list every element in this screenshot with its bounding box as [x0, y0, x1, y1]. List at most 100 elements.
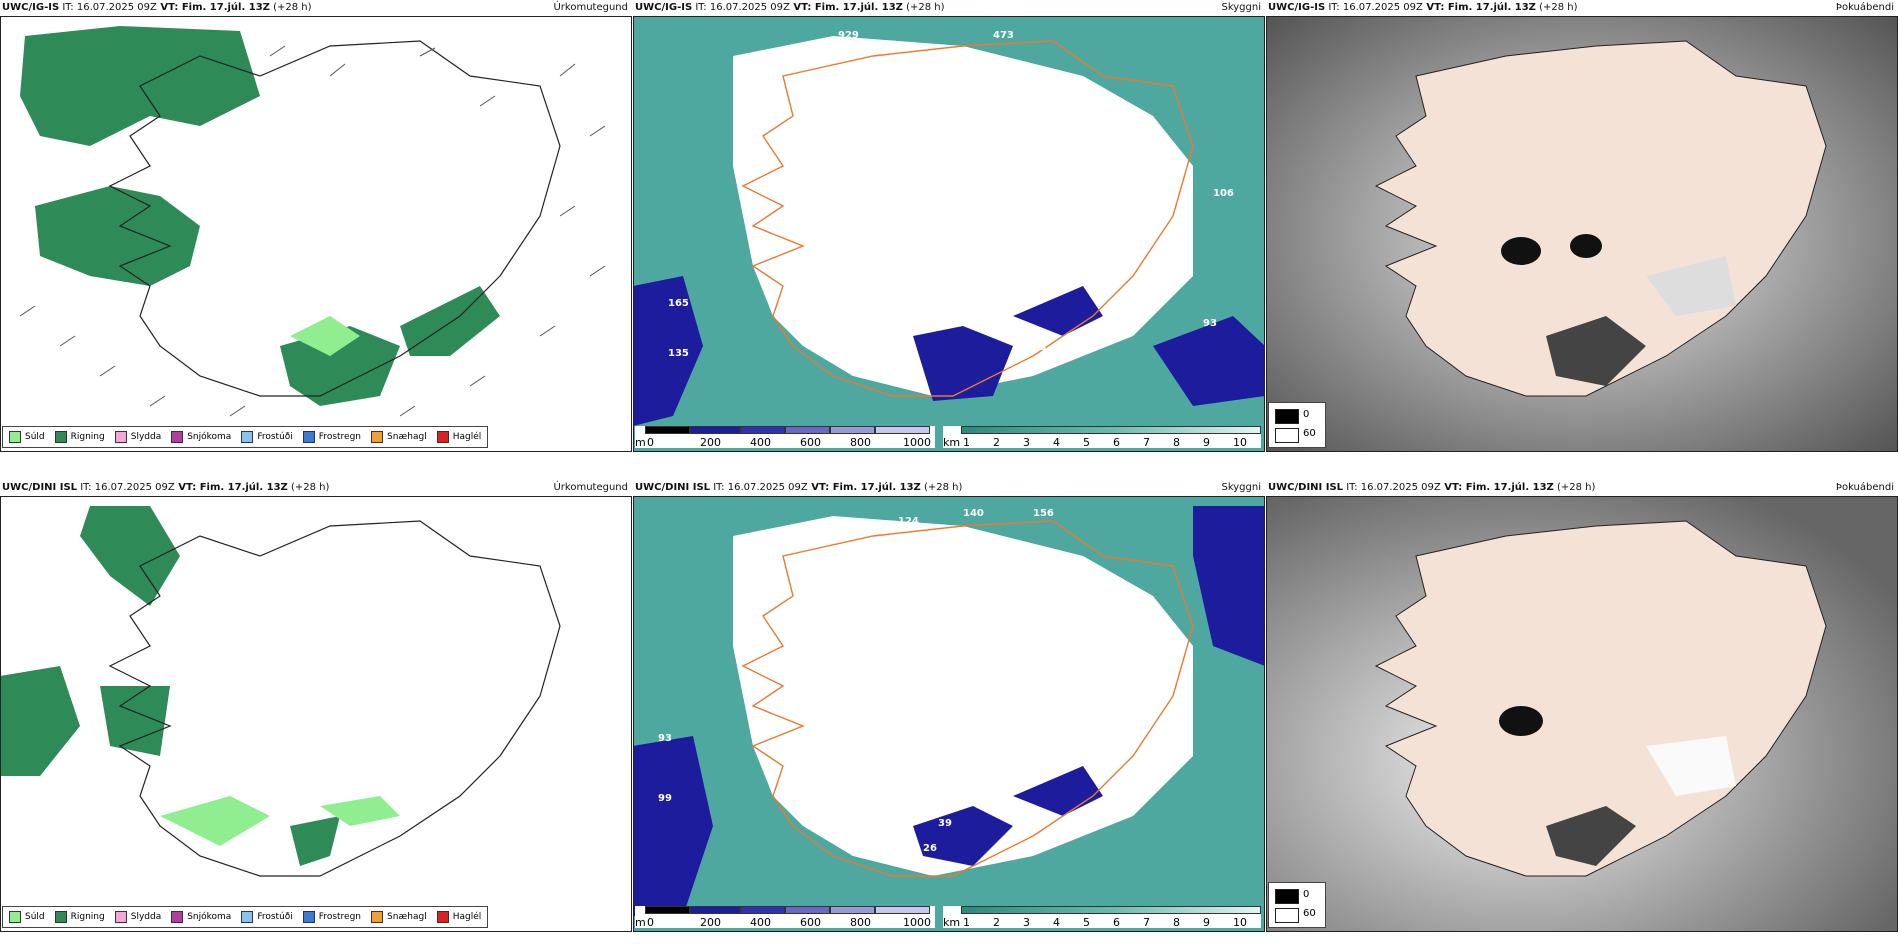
- drizzle-area: [320, 796, 400, 826]
- rain-area: [290, 816, 340, 866]
- model-name: UWC/IG-IS: [635, 2, 693, 13]
- drizzle-area: [290, 316, 360, 356]
- drizzle-area: [160, 796, 270, 846]
- svg-text:165: 165: [668, 298, 689, 309]
- road-network: [741, 520, 1194, 877]
- ceiling-colorbar: m 0 200 400 600 800 1000: [635, 426, 935, 449]
- lead-time: (+28 h): [902, 2, 945, 13]
- low-ceiling-area: [913, 806, 1013, 866]
- low-ceiling-area: [913, 326, 1013, 401]
- fog-index-panel-top: UWC/IG-IS IT: 16.07.2025 09Z VT: Fim. 17…: [1266, 0, 1898, 452]
- rain-area: [400, 286, 500, 356]
- init-time: IT: 16.07.2025 09Z: [692, 2, 790, 13]
- visibility-map: 929 473 34 165 135 106 93: [633, 16, 1265, 452]
- panel-title: Þokuábendi: [1835, 2, 1894, 13]
- svg-text:39: 39: [938, 818, 952, 829]
- fog-index-map: [1266, 16, 1898, 452]
- panel-frame: [0, 496, 632, 932]
- rain-area: [35, 186, 200, 286]
- svg-text:140: 140: [963, 508, 984, 519]
- precip-type-panel-bottom: UWC/DINI ISL IT: 16.07.2025 09Z VT: Fim.…: [0, 480, 632, 932]
- rain-area: [0, 666, 80, 776]
- svg-text:26: 26: [923, 843, 937, 854]
- valid-time: VT: Fim. 17.júl. 13Z: [1440, 482, 1554, 493]
- ceiling-colorbar: m 0 200 400 600 800 1000: [635, 906, 935, 929]
- fog-area: [1501, 237, 1541, 265]
- model-name: UWC/DINI ISL: [635, 482, 711, 493]
- svg-text:473: 473: [993, 30, 1014, 41]
- precip-legend: Súld Rigning Slydda Snjókoma Frostúði Fr…: [2, 426, 489, 448]
- legend-item: Snæhagl: [371, 431, 427, 443]
- svg-text:106: 106: [1213, 188, 1234, 199]
- panel-header: UWC/IG-IS IT: 16.07.2025 09Z VT: Fim. 17…: [1268, 2, 1578, 13]
- iceland-outline: [108, 520, 561, 877]
- ceiling-values: 929 473 34 165 135 106 93: [668, 30, 1234, 359]
- precip-type-map: [0, 496, 632, 932]
- visibility-colorbar: km 1 2 3 4 5 6 7 8 9 10: [943, 906, 1261, 929]
- legend-item: Haglél: [436, 911, 481, 923]
- panel-header: UWC/IG-IS IT: 16.07.2025 09Z VT: Fim. 17…: [2, 2, 312, 13]
- legend-item: Snjókoma: [171, 911, 231, 923]
- panel-title: Þokuábendi: [1835, 482, 1894, 493]
- svg-text:93: 93: [1203, 318, 1217, 329]
- legend-item: Snjókoma: [171, 431, 231, 443]
- valid-time: VT: Fim. 17.júl. 13Z: [156, 2, 270, 13]
- panel-title: Skyggni: [1221, 2, 1261, 13]
- panel-title: Úrkomutegund: [553, 482, 628, 493]
- svg-text:929: 929: [838, 30, 859, 41]
- panel-frame: [1266, 16, 1898, 452]
- visibility-colorbar: km 1 2 3 4 5 6 7 8 9 10: [943, 426, 1261, 449]
- panel-frame: [1266, 496, 1898, 932]
- model-name: UWC/DINI ISL: [1268, 482, 1344, 493]
- valid-time: VT: Fim. 17.júl. 13Z: [789, 2, 903, 13]
- precip-type-panel-top: UWC/IG-IS IT: 16.07.2025 09Z VT: Fim. 17…: [0, 0, 632, 452]
- panel-header: UWC/DINI ISL IT: 16.07.2025 09Z VT: Fim.…: [2, 482, 329, 493]
- precip-type-map: [0, 16, 632, 452]
- panel-frame: [0, 16, 632, 452]
- legend-item: Snæhagl: [371, 911, 427, 923]
- svg-text:124: 124: [898, 516, 919, 527]
- legend-item: Rigning: [54, 911, 105, 923]
- legend-item: Frostregn: [302, 911, 361, 923]
- panel-header: UWC/DINI ISL IT: 16.07.2025 09Z VT: Fim.…: [635, 482, 962, 493]
- init-time: IT: 16.07.2025 09Z: [710, 482, 808, 493]
- visibility-panel-top: UWC/IG-IS IT: 16.07.2025 09Z VT: Fim. 17…: [633, 0, 1265, 452]
- model-name: UWC/IG-IS: [1268, 2, 1326, 13]
- init-time: IT: 16.07.2025 09Z: [59, 2, 157, 13]
- model-name: UWC/IG-IS: [2, 2, 60, 13]
- road-network: [741, 40, 1194, 397]
- fog-area: [1499, 706, 1543, 736]
- panel-header: UWC/DINI ISL IT: 16.07.2025 09Z VT: Fim.…: [1268, 482, 1595, 493]
- init-time: IT: 16.07.2025 09Z: [1325, 2, 1423, 13]
- panel-title: Úrkomutegund: [553, 2, 628, 13]
- legend-item: Súld: [9, 911, 45, 923]
- panel-frame: [633, 496, 1265, 932]
- panel-frame: [633, 16, 1265, 452]
- init-time: IT: 16.07.2025 09Z: [1343, 482, 1441, 493]
- visibility-map: 124 140 156 93 99 39 26: [633, 496, 1265, 932]
- rain-area: [100, 686, 170, 756]
- svg-text:156: 156: [1033, 508, 1054, 519]
- legend-item: Slydda: [114, 431, 161, 443]
- svg-text:135: 135: [668, 348, 689, 359]
- panel-header: UWC/IG-IS IT: 16.07.2025 09Z VT: Fim. 17…: [635, 2, 945, 13]
- svg-text:93: 93: [658, 733, 672, 744]
- low-ceiling-area: [633, 736, 713, 916]
- low-ceiling-area: [1193, 506, 1265, 666]
- svg-text:99: 99: [658, 793, 672, 804]
- svg-text:34: 34: [1033, 343, 1047, 354]
- ceiling-values: 124 140 156 93 99 39 26: [658, 508, 1054, 854]
- rain-area: [80, 506, 180, 606]
- valid-time: VT: Fim. 17.júl. 13Z: [807, 482, 921, 493]
- lead-time: (+28 h): [269, 2, 312, 13]
- valid-time: VT: Fim. 17.júl. 13Z: [174, 482, 288, 493]
- fog-area: [1546, 806, 1636, 866]
- low-ceiling-area: [1153, 316, 1265, 406]
- legend-item: Rigning: [54, 431, 105, 443]
- legend-item: Slydda: [114, 911, 161, 923]
- legend-item: Frostúði: [241, 431, 293, 443]
- fog-legend: 0 60: [1268, 882, 1326, 928]
- legend-item: Frostúði: [241, 911, 293, 923]
- fog-area: [1570, 234, 1602, 258]
- fog-index-panel-bottom: UWC/DINI ISL IT: 16.07.2025 09Z VT: Fim.…: [1266, 480, 1898, 932]
